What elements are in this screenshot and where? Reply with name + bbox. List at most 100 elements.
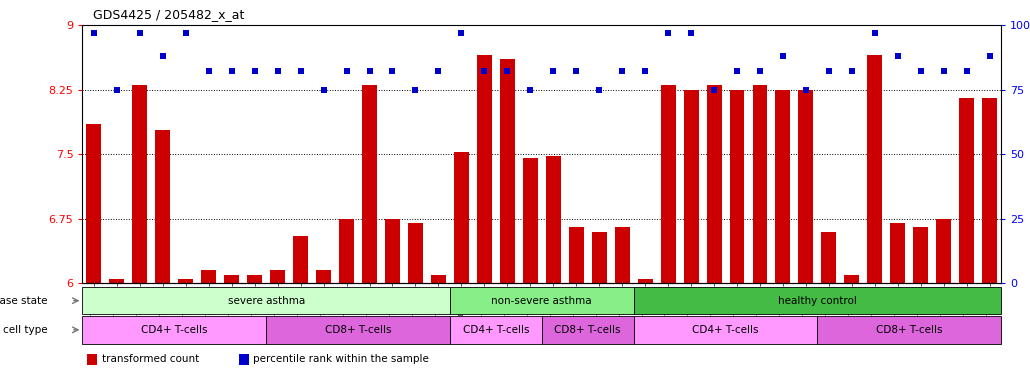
Point xyxy=(614,68,630,74)
Bar xyxy=(569,227,584,283)
Point xyxy=(85,30,102,36)
Bar xyxy=(225,275,239,283)
Bar xyxy=(201,270,216,283)
Bar xyxy=(592,232,607,283)
Point xyxy=(315,86,332,93)
Point xyxy=(866,30,883,36)
Point xyxy=(431,68,447,74)
Text: CD8+ T-cells: CD8+ T-cells xyxy=(554,325,621,335)
Bar xyxy=(776,89,790,283)
Point xyxy=(913,68,929,74)
Bar xyxy=(615,227,629,283)
Bar xyxy=(450,287,633,314)
Text: healthy control: healthy control xyxy=(778,296,857,306)
Bar xyxy=(339,219,354,283)
Text: CD4+ T-cells: CD4+ T-cells xyxy=(141,325,207,335)
Bar xyxy=(867,55,883,283)
Bar xyxy=(431,275,446,283)
Bar xyxy=(890,223,905,283)
Text: cell type: cell type xyxy=(3,325,48,335)
Point xyxy=(591,86,608,93)
Bar xyxy=(633,287,1001,314)
Bar xyxy=(729,89,745,283)
Bar xyxy=(684,89,698,283)
Point xyxy=(362,68,378,74)
Point xyxy=(660,30,677,36)
Point xyxy=(224,68,240,74)
Bar xyxy=(82,287,450,314)
Bar xyxy=(818,316,1001,344)
Point xyxy=(201,68,217,74)
Bar xyxy=(385,219,400,283)
Point xyxy=(338,68,354,74)
Bar xyxy=(914,227,928,283)
Bar xyxy=(247,275,262,283)
Bar xyxy=(523,159,538,283)
Bar xyxy=(266,316,450,344)
Point xyxy=(545,68,561,74)
Bar xyxy=(959,98,974,283)
Point xyxy=(844,68,860,74)
Bar xyxy=(270,270,285,283)
Point xyxy=(522,86,539,93)
Bar xyxy=(363,85,377,283)
Bar xyxy=(542,316,633,344)
Bar xyxy=(294,236,308,283)
Point xyxy=(108,86,125,93)
Bar xyxy=(239,354,248,365)
Bar xyxy=(660,85,676,283)
Point xyxy=(177,30,194,36)
Bar xyxy=(133,85,147,283)
Bar xyxy=(845,275,859,283)
Text: GDS4425 / 205482_x_at: GDS4425 / 205482_x_at xyxy=(93,8,244,21)
Point xyxy=(683,30,699,36)
Text: CD8+ T-cells: CD8+ T-cells xyxy=(877,325,942,335)
Point xyxy=(729,68,746,74)
Point xyxy=(752,68,768,74)
Point xyxy=(568,68,584,74)
Bar xyxy=(936,219,951,283)
Text: severe asthma: severe asthma xyxy=(228,296,305,306)
Point xyxy=(935,68,952,74)
Point xyxy=(154,53,171,59)
Text: CD8+ T-cells: CD8+ T-cells xyxy=(324,325,391,335)
Bar xyxy=(87,124,101,283)
Point xyxy=(797,86,814,93)
Bar xyxy=(822,232,836,283)
Text: CD4+ T-cells: CD4+ T-cells xyxy=(692,325,759,335)
Bar xyxy=(156,130,170,283)
Point xyxy=(270,68,286,74)
Bar xyxy=(633,316,818,344)
Bar xyxy=(316,270,331,283)
Bar xyxy=(500,60,515,283)
Point xyxy=(407,86,423,93)
Text: percentile rank within the sample: percentile rank within the sample xyxy=(253,354,430,364)
Text: non-severe asthma: non-severe asthma xyxy=(491,296,592,306)
Bar xyxy=(477,55,491,283)
Bar xyxy=(408,223,423,283)
Bar xyxy=(638,279,653,283)
Point xyxy=(982,53,998,59)
Point xyxy=(384,68,401,74)
Point xyxy=(959,68,975,74)
Point xyxy=(453,30,470,36)
Point xyxy=(890,53,906,59)
Point xyxy=(775,53,791,59)
Bar xyxy=(178,279,194,283)
Point xyxy=(706,86,722,93)
Text: transformed count: transformed count xyxy=(102,354,199,364)
Bar xyxy=(82,316,266,344)
Point xyxy=(476,68,492,74)
Bar xyxy=(798,89,814,283)
Bar xyxy=(87,354,97,365)
Bar xyxy=(450,316,542,344)
Point xyxy=(246,68,263,74)
Point xyxy=(293,68,309,74)
Point xyxy=(637,68,653,74)
Bar xyxy=(546,156,560,283)
Bar xyxy=(983,98,997,283)
Bar xyxy=(454,152,469,283)
Bar xyxy=(753,85,767,283)
Point xyxy=(132,30,148,36)
Text: CD4+ T-cells: CD4+ T-cells xyxy=(462,325,529,335)
